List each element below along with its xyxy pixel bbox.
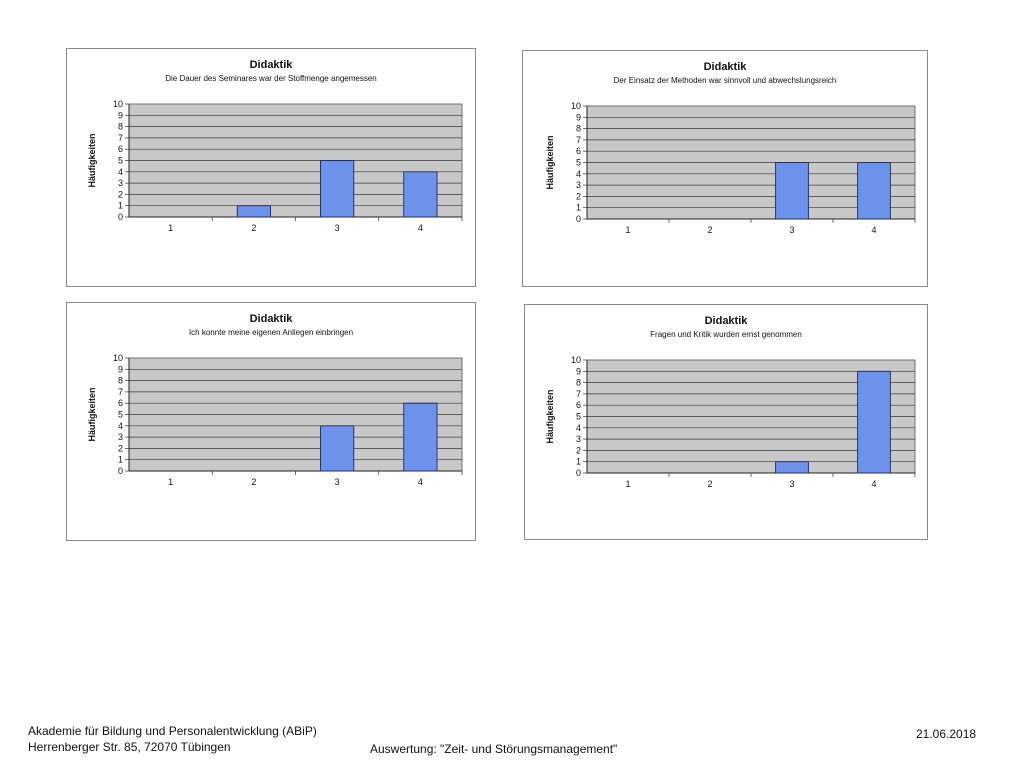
x-tick-label: 4 [418, 223, 423, 233]
bar [775, 162, 809, 220]
footer-evaluation-title: Auswertung: "Zeit- und Störungsmanagemen… [370, 742, 618, 756]
bar [320, 425, 355, 472]
y-tick-label: 4 [118, 421, 123, 431]
y-tick-label: 8 [576, 378, 581, 388]
chart-panel-methods: Didaktik Der Einsatz der Methoden war si… [522, 50, 928, 287]
y-tick-label: 3 [576, 180, 581, 190]
x-tick-label: 2 [707, 225, 712, 235]
y-tick-label: 0 [118, 212, 123, 222]
y-tick-label: 4 [576, 169, 581, 179]
y-tick-label: 2 [118, 443, 123, 453]
y-tick-label: 2 [576, 191, 581, 201]
x-tick-label: 3 [789, 479, 794, 489]
y-tick-label: 9 [118, 364, 123, 374]
bar [857, 162, 891, 220]
footer-address: Herrenberger Str. 85, 72070 Tübingen [28, 740, 231, 754]
x-tick-label: 2 [251, 477, 256, 487]
chart-title: Didaktik [249, 313, 293, 325]
chart-subtitle: Der Einsatz der Methoden war sinnvoll un… [613, 76, 837, 85]
x-tick-label: 3 [789, 225, 794, 235]
x-tick-label: 3 [335, 223, 340, 233]
chart-subtitle: Ich konnte meine eigenen Anliegen einbri… [188, 328, 354, 337]
x-tick-label: 1 [625, 479, 630, 489]
y-tick-label: 0 [576, 214, 581, 224]
y-tick-label: 3 [576, 434, 581, 444]
y-tick-label: 7 [118, 133, 123, 143]
y-tick-label: 4 [118, 167, 123, 177]
chart-panel-duration: Didaktik Die Dauer des Seminares war der… [66, 48, 476, 287]
y-tick-label: 0 [118, 466, 123, 476]
y-tick-label: 2 [118, 189, 123, 199]
y-tick-label: 1 [118, 201, 123, 211]
y-tick-label: 5 [576, 158, 581, 168]
y-tick-label: 6 [118, 144, 123, 154]
x-tick-label: 1 [168, 223, 173, 233]
y-tick-label: 10 [113, 99, 123, 109]
y-axis-label: Häufigkeiten [545, 389, 555, 443]
y-tick-label: 1 [576, 457, 581, 467]
y-tick-label: 4 [576, 423, 581, 433]
footer-organization: Akademie für Bildung und Personalentwick… [28, 724, 317, 738]
x-tick-label: 2 [251, 223, 256, 233]
y-tick-label: 10 [571, 101, 581, 111]
y-tick-label: 7 [576, 135, 581, 145]
y-tick-label: 5 [576, 412, 581, 422]
y-tick-label: 9 [576, 112, 581, 122]
x-tick-label: 1 [625, 225, 630, 235]
chart-subtitle: Die Dauer des Seminares war der Stoffmen… [165, 74, 377, 83]
y-tick-label: 3 [118, 178, 123, 188]
bar [775, 461, 809, 474]
y-tick-label: 8 [118, 376, 123, 386]
y-axis-label: Häufigkeiten [87, 387, 97, 441]
y-tick-label: 3 [118, 432, 123, 442]
bar [403, 171, 438, 218]
bar [236, 205, 271, 218]
bar [320, 160, 355, 218]
x-tick-label: 4 [871, 479, 876, 489]
chart-panel-criticism: Didaktik Fragen und Kritik wurden ernst … [524, 304, 928, 540]
x-tick-label: 4 [418, 477, 423, 487]
y-tick-label: 8 [576, 124, 581, 134]
y-tick-label: 9 [118, 110, 123, 120]
chart-subtitle: Fragen und Kritik wurden ernst genommen [650, 330, 802, 339]
y-tick-label: 5 [118, 410, 123, 420]
bar [403, 402, 438, 472]
y-tick-label: 1 [118, 455, 123, 465]
y-axis-label: Häufigkeiten [545, 135, 555, 189]
footer-date: 21.06.2018 [916, 727, 977, 741]
x-tick-label: 1 [168, 477, 173, 487]
y-tick-label: 0 [576, 468, 581, 478]
y-tick-label: 10 [571, 355, 581, 365]
y-tick-label: 10 [113, 353, 123, 363]
y-tick-label: 8 [118, 122, 123, 132]
chart-panel-concerns: Didaktik Ich konnte meine eigenen Anlieg… [66, 302, 476, 541]
y-tick-label: 7 [118, 387, 123, 397]
x-tick-label: 4 [871, 225, 876, 235]
y-tick-label: 9 [576, 366, 581, 376]
y-tick-label: 6 [576, 146, 581, 156]
y-tick-label: 6 [576, 400, 581, 410]
chart-title: Didaktik [704, 315, 748, 327]
y-tick-label: 7 [576, 389, 581, 399]
x-tick-label: 3 [335, 477, 340, 487]
y-tick-label: 5 [118, 156, 123, 166]
bar [857, 370, 891, 474]
chart-title: Didaktik [249, 59, 293, 71]
y-tick-label: 6 [118, 398, 123, 408]
y-tick-label: 2 [576, 445, 581, 455]
y-tick-label: 1 [576, 203, 581, 213]
y-axis-label: Häufigkeiten [87, 133, 97, 187]
chart-title: Didaktik [703, 61, 747, 73]
x-tick-label: 2 [707, 479, 712, 489]
